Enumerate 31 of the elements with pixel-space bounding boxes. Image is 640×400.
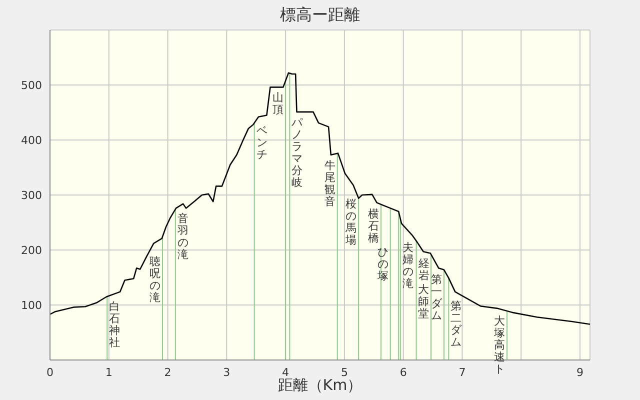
- ref-line-label: 夫婦の滝: [402, 240, 414, 290]
- ref-line-label: ベンチ: [256, 124, 268, 161]
- y-tick-label: 100: [21, 298, 42, 312]
- ref-line-label: 横石橋: [368, 208, 379, 245]
- x-tick-label: 3: [223, 366, 230, 379]
- ref-line-label: パノラマ分岐: [290, 116, 304, 189]
- x-tick-label: 9: [576, 366, 584, 379]
- ref-line-label: 音羽の滝: [177, 212, 188, 262]
- x-tick-label: 5: [340, 366, 348, 379]
- ref-line-label: 山頂: [272, 91, 284, 116]
- y-tick-label: 500: [21, 78, 42, 92]
- chart-title: 標高ー距離: [280, 5, 360, 24]
- y-tick-label: 300: [21, 188, 42, 202]
- ref-line-label: 白石神社: [109, 300, 120, 349]
- ref-line-label: 聴呪の滝: [149, 255, 160, 304]
- ref-line-label: 第二ダム: [450, 299, 463, 348]
- ref-line-label: 桜の馬場: [344, 197, 357, 246]
- ref-line-label: 牛尾観音: [324, 158, 336, 208]
- ref-line-label: 第一ダム: [430, 273, 443, 322]
- x-tick-label: 1: [105, 366, 112, 379]
- y-tick-label: 400: [21, 134, 42, 147]
- ref-line-label: 経岩: [417, 257, 430, 282]
- line-series: [50, 72, 590, 325]
- x-tick-label: 6: [400, 366, 407, 379]
- x-tick-label: 4: [282, 366, 290, 379]
- x-axis-title: 距離（Km）: [278, 376, 362, 394]
- x-tick-label: 7: [458, 366, 466, 379]
- x-tick-label: 2: [164, 366, 172, 379]
- y-tick-label: 200: [21, 244, 42, 257]
- x-tick-label: 0: [46, 366, 54, 379]
- ref-line-label: 大師堂: [418, 283, 430, 320]
